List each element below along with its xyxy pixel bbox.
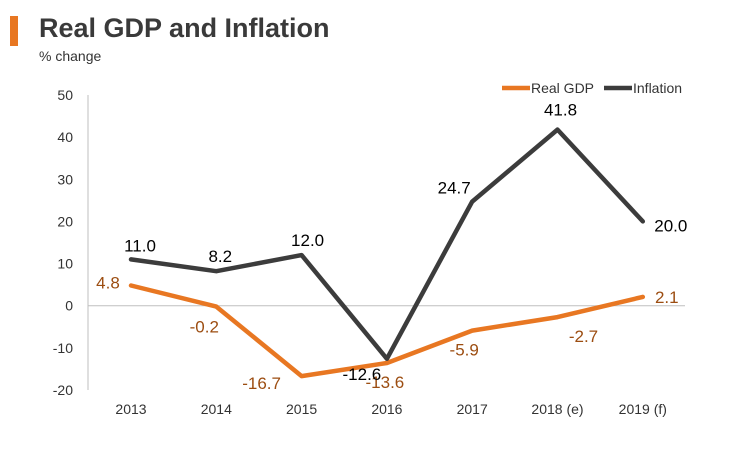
real-gdp-data-label: -2.7 (569, 327, 598, 346)
y-tick-label: 0 (65, 298, 73, 314)
real-gdp-line (128, 283, 646, 379)
inflation-data-label: 12.0 (291, 231, 324, 250)
series-lines (128, 127, 646, 379)
real-gdp-data-label: -13.6 (366, 373, 405, 392)
real-gdp-data-label: -5.9 (450, 341, 479, 360)
y-tick-label: 30 (57, 171, 73, 187)
inflation-line (128, 127, 646, 362)
inflation-data-label: 8.2 (208, 247, 232, 266)
inflation-data-label: 24.7 (438, 179, 471, 198)
x-tick-label: 2013 (115, 401, 146, 417)
x-tick-label: 2015 (286, 401, 317, 417)
chart-legend: Real GDP Inflation (502, 80, 682, 96)
y-axis-ticks: 50 40 30 20 10 0 -10 -20 (53, 87, 73, 398)
y-tick-label: -20 (53, 382, 73, 398)
inflation-data-label: 41.8 (544, 101, 577, 120)
x-tick-label: 2017 (457, 401, 488, 417)
inflation-legend-label: Inflation (633, 80, 682, 96)
real-gdp-legend-label: Real GDP (531, 80, 594, 96)
data-labels: 4.8 -0.2 -16.7 -13.6 -5.9 -2.7 2.1 11.0 8.2 12.0 -… (96, 101, 687, 394)
real-gdp-data-label: 2.1 (655, 288, 679, 307)
inflation-data-label: 20.0 (654, 216, 687, 235)
real-gdp-data-label: 4.8 (96, 273, 120, 292)
real-gdp-data-label: -16.7 (242, 374, 281, 393)
y-tick-label: 20 (57, 213, 73, 229)
chart-subtitle: % change (39, 48, 102, 64)
x-tick-label: 2014 (201, 401, 232, 417)
x-axis-ticks: 2013 2014 2015 2016 2017 2018 (e) 2019 (f) (115, 401, 667, 417)
page-title: Real GDP and Inflation (39, 13, 330, 43)
title-accent-bar (10, 16, 18, 46)
x-tick-label: 2019 (f) (619, 401, 667, 417)
y-tick-label: 10 (57, 256, 73, 272)
y-tick-label: 40 (57, 129, 73, 145)
y-tick-label: 50 (57, 87, 73, 103)
y-tick-label: -10 (53, 340, 73, 356)
inflation-data-label: 11.0 (124, 236, 156, 255)
x-tick-label: 2018 (e) (531, 401, 583, 417)
x-tick-label: 2016 (371, 401, 402, 417)
inflation-data-label: -12.6 (343, 365, 382, 384)
real-gdp-data-label: -0.2 (190, 318, 219, 337)
